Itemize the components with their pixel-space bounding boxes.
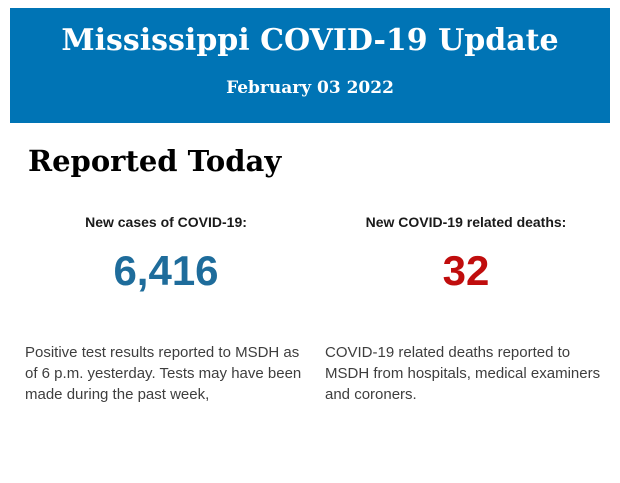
stat-new-cases: New cases of COVID-19: 6,416 Positive te… <box>25 213 307 405</box>
new-cases-value: 6,416 <box>113 247 219 294</box>
new-cases-label: New cases of COVID-19: <box>85 214 247 230</box>
stat-new-deaths: New COVID-19 related deaths: 32 COVID-19… <box>325 213 607 405</box>
page-title: Mississippi COVID-19 Update <box>61 23 559 58</box>
header-date: February 03 2022 <box>226 78 394 98</box>
new-cases-description: Positive test results reported to MSDH a… <box>25 344 302 403</box>
page: Mississippi COVID-19 Update February 03 … <box>0 8 620 483</box>
stats-row: New cases of COVID-19: 6,416 Positive te… <box>0 213 620 405</box>
new-deaths-label: New COVID-19 related deaths: <box>365 214 567 230</box>
header-banner: Mississippi COVID-19 Update February 03 … <box>10 8 610 123</box>
new-deaths-description: COVID-19 related deaths reported to MSDH… <box>325 344 601 403</box>
new-deaths-value: 32 <box>442 247 490 294</box>
section-title: Reported Today <box>28 144 282 178</box>
